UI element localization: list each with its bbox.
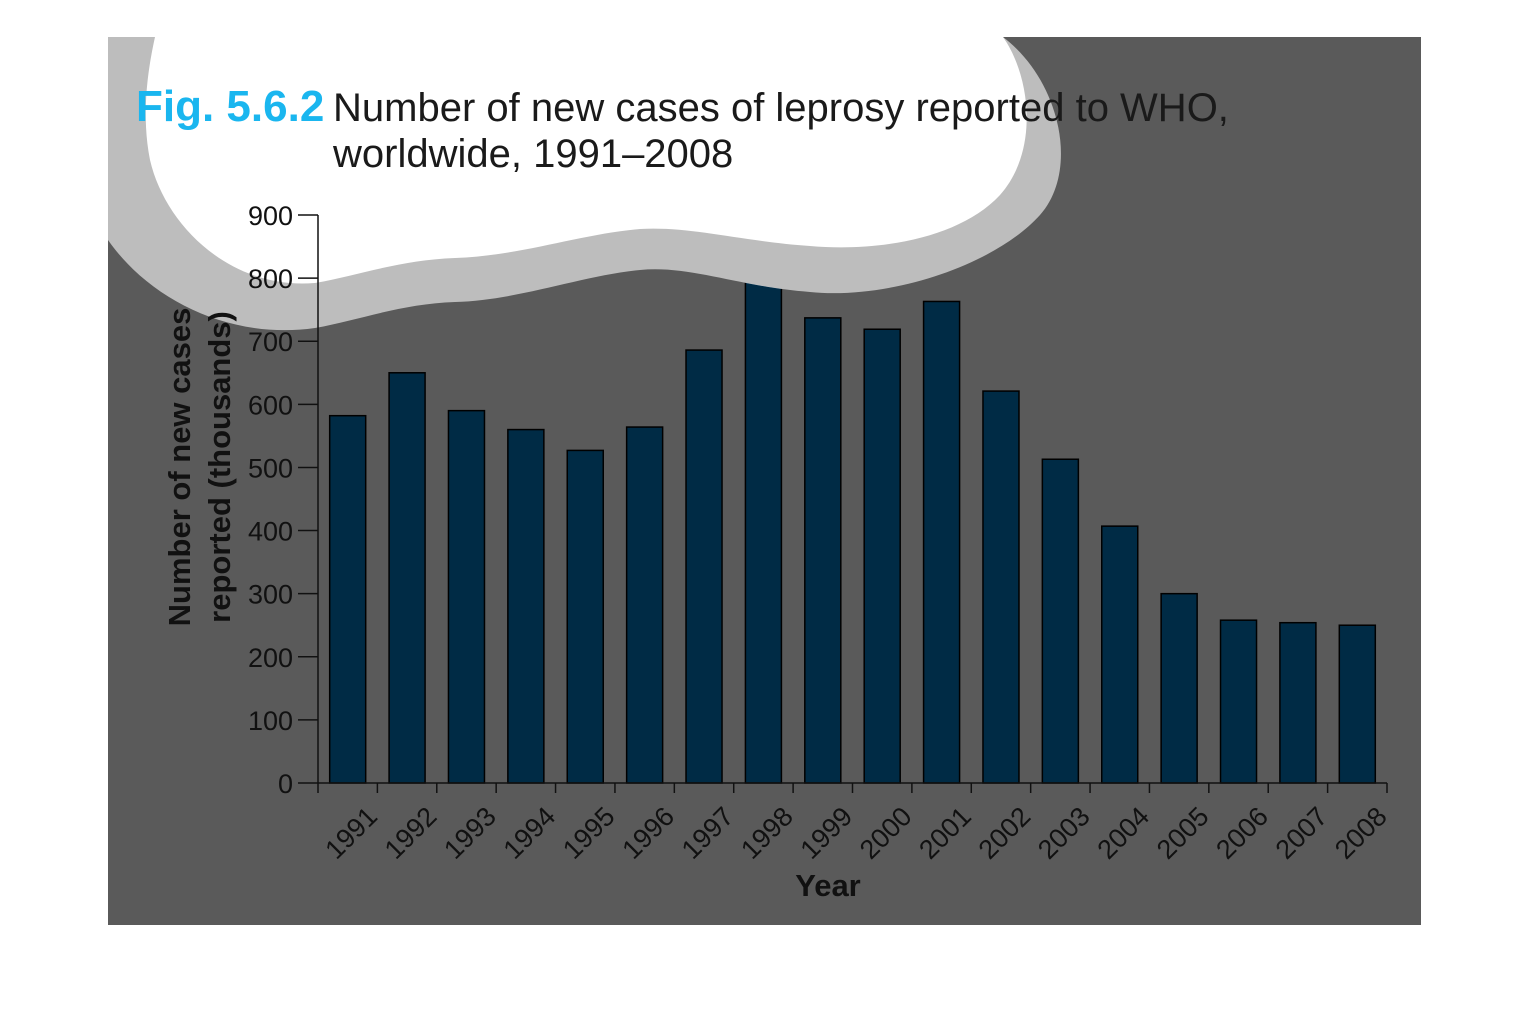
x-axis-title: Year	[795, 868, 861, 903]
bar-2000	[863, 328, 901, 784]
bar-1993	[447, 409, 486, 784]
y-tick-label-600: 600	[248, 390, 293, 420]
bar-1994	[507, 428, 545, 784]
bar-2002	[982, 390, 1020, 784]
figure-title-line-1: Number of new cases of leprosy reported …	[333, 86, 1229, 130]
bar-2008	[1338, 624, 1377, 784]
bar-1997	[685, 349, 723, 784]
y-axis-title-line-2: reported (thousands)	[202, 311, 237, 623]
bar-1991	[328, 414, 367, 784]
figure-title-line-2: worldwide, 1991–2008	[332, 132, 733, 176]
y-tick-label-0: 0	[278, 769, 293, 799]
bar-2007	[1279, 621, 1317, 784]
y-tick-label-700: 700	[248, 327, 293, 357]
bar-2005	[1160, 592, 1198, 784]
y-axis-title-line-1: Number of new cases	[162, 308, 197, 627]
bar-1996	[625, 426, 664, 784]
bars-group	[328, 277, 1377, 784]
bar-2001	[922, 300, 961, 784]
y-tick-label-200: 200	[248, 643, 293, 673]
bar-2006	[1219, 619, 1258, 784]
bar-2004	[1101, 525, 1139, 784]
bar-1992	[388, 372, 426, 784]
bar-1995	[566, 449, 604, 784]
y-tick-label-800: 800	[248, 264, 293, 294]
figure-number: Fig. 5.6.2	[136, 82, 324, 131]
bar-2003	[1041, 458, 1080, 784]
bar-1999	[804, 317, 842, 784]
y-tick-label-900: 900	[248, 201, 293, 231]
y-tick-label-100: 100	[248, 706, 293, 736]
bar-1998	[744, 277, 783, 784]
y-tick-label-500: 500	[248, 453, 293, 483]
y-tick-label-400: 400	[248, 517, 293, 547]
y-axis-ticks: 0 100 200 300 400 500 600 700 800 900	[248, 201, 318, 799]
y-axis-title: Number of new cases reported (thousands)	[162, 308, 237, 627]
speech-cloud	[145, 37, 1027, 284]
y-tick-label-300: 300	[248, 580, 293, 610]
